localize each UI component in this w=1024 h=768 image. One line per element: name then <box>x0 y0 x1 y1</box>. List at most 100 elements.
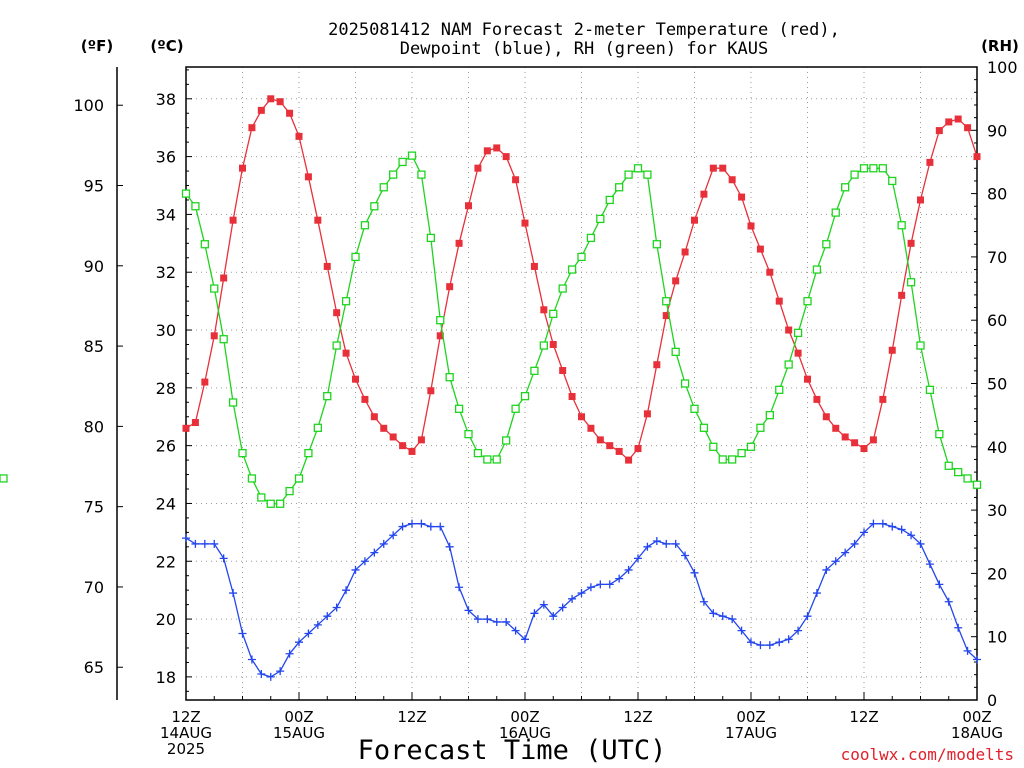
dewpoint-point <box>304 629 313 638</box>
dewpoint-point <box>747 638 755 647</box>
temperature-point <box>606 442 614 450</box>
rh-point <box>454 404 464 413</box>
dewpoint-point <box>229 589 238 598</box>
rh-point <box>775 385 784 394</box>
dewpoint-point <box>483 615 492 624</box>
fahrenheit-tick-label: 100 <box>73 96 104 115</box>
temperature-point <box>568 393 576 401</box>
temperature-point <box>465 202 472 210</box>
dewpoint-point <box>568 594 577 603</box>
temperature-point <box>615 447 623 455</box>
temperature-point <box>869 436 877 444</box>
time-tick-label: 16AUG <box>499 724 551 742</box>
dewpoint-point <box>963 646 972 655</box>
rh-point <box>812 265 822 274</box>
time-tick-label: 00Z <box>510 708 539 726</box>
rh-point <box>323 392 332 401</box>
temperature-point <box>860 445 868 453</box>
dewpoint-point <box>925 560 934 569</box>
dewpoint-point <box>379 539 388 548</box>
rh-point <box>473 448 483 458</box>
time-tick-label: 12Z <box>623 708 652 726</box>
temperature-point <box>408 447 416 455</box>
dewpoint-point <box>473 615 482 624</box>
rh-point <box>680 379 690 388</box>
temperature-point <box>427 387 435 395</box>
rh-point <box>407 151 417 160</box>
dewpoint-point <box>803 612 812 621</box>
dewpoint-point <box>860 528 868 537</box>
temperature-point <box>587 424 595 432</box>
dewpoint-point <box>888 522 897 531</box>
rh-point <box>436 316 445 325</box>
temperature-point <box>907 239 915 247</box>
rh-point <box>341 297 351 306</box>
time-tick-label: 12Z <box>849 708 878 726</box>
dewpoint-point <box>558 603 567 612</box>
temperature-point <box>747 222 755 230</box>
dewpoint-point <box>436 522 445 531</box>
dewpoint-point <box>276 667 285 676</box>
rh-unit-label: (RH) <box>981 37 1019 55</box>
temperature-point <box>841 433 849 441</box>
rh-point <box>492 455 501 464</box>
dewpoint-point <box>285 649 294 658</box>
rh-point <box>238 448 247 458</box>
time-tick-label: 14AUG <box>160 724 212 742</box>
temperature-point <box>229 216 237 224</box>
rh-tick-label: 20 <box>987 564 1007 583</box>
temperature-point <box>775 297 783 305</box>
temperature-point <box>239 164 246 172</box>
dewpoint-point <box>370 548 379 557</box>
rh-point <box>737 448 746 458</box>
dewpoint-point <box>624 565 633 574</box>
temperature-point <box>653 361 661 369</box>
rh-point <box>709 442 718 451</box>
time-tick-label: 00Z <box>962 708 991 726</box>
rh-point <box>690 404 699 413</box>
rh-point <box>746 442 756 451</box>
temperature-point <box>935 127 943 135</box>
temperature-point <box>822 413 830 421</box>
rh-point <box>266 499 275 508</box>
dewpoint-point <box>351 565 360 574</box>
celsius-tick-label: 24 <box>156 494 176 513</box>
dewpoint-point <box>728 615 737 624</box>
celsius-tick-label: 28 <box>156 379 176 398</box>
time-tick-label: 2025 <box>167 740 205 758</box>
rh-point <box>398 157 407 167</box>
dewpoint-point <box>671 539 680 548</box>
celsius-tick-label: 30 <box>156 321 176 340</box>
chart-title-line2: Dewpoint (blue), RH (green) for KAUS <box>400 39 768 59</box>
dewpoint-point <box>530 609 539 618</box>
temperature-point <box>672 277 680 285</box>
dewpoint-point <box>831 557 840 566</box>
time-tick-label: 12Z <box>397 708 426 726</box>
rh-point <box>191 202 200 211</box>
temperature-point <box>530 262 538 270</box>
dewpoint-point <box>690 568 699 577</box>
rh-point <box>210 284 219 293</box>
rh-point <box>906 278 916 287</box>
rh-tick-label: 10 <box>987 628 1007 647</box>
dewpoint-point <box>426 522 435 531</box>
rh-point <box>502 436 511 445</box>
celsius-tick-label: 38 <box>156 90 176 109</box>
dewpoint-point <box>954 623 963 632</box>
rh-point <box>285 486 294 496</box>
fahrenheit-axis-ticks: 65 70 75 80 85 90 95 100 <box>73 96 123 677</box>
temperature-point <box>210 332 218 340</box>
dewpoint-point <box>709 609 718 618</box>
rh-point <box>445 373 454 382</box>
rh-point <box>596 214 605 224</box>
temperature-point <box>314 216 322 224</box>
dewpoint-point <box>897 525 906 534</box>
rh-point <box>916 341 925 350</box>
temperature-point <box>879 395 887 403</box>
dewpoint-point <box>455 583 464 592</box>
temperature-point <box>323 262 331 270</box>
rh-tick-label: 60 <box>987 311 1007 330</box>
temperature-point <box>954 115 962 123</box>
rh-point <box>803 297 812 306</box>
